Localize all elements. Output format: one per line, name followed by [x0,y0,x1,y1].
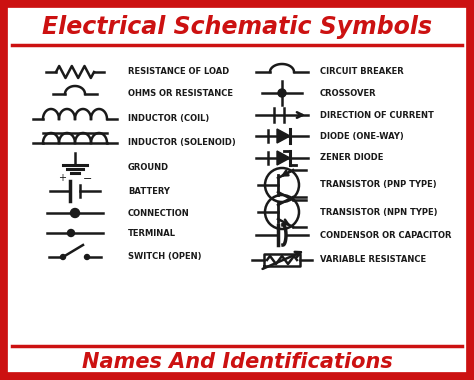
Text: INDUCTOR (COIL): INDUCTOR (COIL) [128,114,209,124]
Text: TRANSISTOR (PNP TYPE): TRANSISTOR (PNP TYPE) [320,180,437,190]
Circle shape [67,230,74,236]
Text: RESISTANCE OF LOAD: RESISTANCE OF LOAD [128,68,229,76]
Text: TRANSISTOR (NPN TYPE): TRANSISTOR (NPN TYPE) [320,207,438,217]
Text: CROSSOVER: CROSSOVER [320,89,377,98]
Circle shape [71,209,80,217]
Polygon shape [277,129,290,143]
Text: SWITCH (OPEN): SWITCH (OPEN) [128,252,201,261]
Text: OHMS OR RESISTANCE: OHMS OR RESISTANCE [128,90,233,98]
Text: ZENER DIODE: ZENER DIODE [320,154,383,163]
Text: GROUND: GROUND [128,163,169,171]
Text: CONDENSOR OR CAPACITOR: CONDENSOR OR CAPACITOR [320,231,452,239]
Circle shape [61,255,65,260]
Circle shape [84,255,90,260]
Text: VARIABLE RESISTANCE: VARIABLE RESISTANCE [320,255,426,264]
Text: −: − [83,174,93,184]
Polygon shape [277,151,290,165]
Circle shape [278,89,286,97]
Text: INDUCTOR (SOLENOID): INDUCTOR (SOLENOID) [128,138,236,147]
Text: +: + [58,173,66,183]
Text: BATTERY: BATTERY [128,187,170,195]
Text: CONNECTION: CONNECTION [128,209,190,217]
Text: TERMINAL: TERMINAL [128,228,176,238]
Text: Electrical Schematic Symbols: Electrical Schematic Symbols [42,15,432,39]
Text: CIRCUIT BREAKER: CIRCUIT BREAKER [320,68,404,76]
Text: Names And Identifications: Names And Identifications [82,352,392,372]
Text: DIRECTION OF CURRENT: DIRECTION OF CURRENT [320,111,434,119]
Text: DIODE (ONE-WAY): DIODE (ONE-WAY) [320,131,404,141]
